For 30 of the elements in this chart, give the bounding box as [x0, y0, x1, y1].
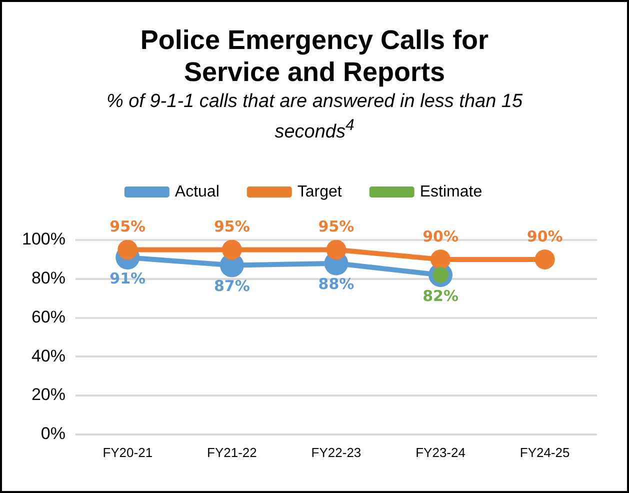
y-tick-label: 60%	[31, 308, 66, 327]
chart-subtitle: % of 9-1-1 calls that are answered in less than 15 seconds$^{4}$	[105, 90, 524, 144]
data-label: 91%	[110, 270, 146, 288]
point	[430, 250, 451, 270]
chart-title: Police Emergency Calls for Service and Reports	[139, 24, 490, 88]
y-tick-label: 100%	[22, 230, 66, 250]
legend-label: Estimate	[420, 184, 482, 201]
x-tick-label: FY20-21	[102, 445, 153, 460]
legend-label: Target	[297, 184, 342, 201]
data-label: 90%	[526, 228, 563, 246]
data-label: 82%	[422, 287, 458, 306]
point	[326, 240, 346, 260]
data-label: 95%	[214, 218, 250, 236]
data-label: 95%	[110, 218, 146, 236]
y-tick-label: 0%	[40, 424, 66, 444]
point	[118, 240, 138, 260]
x-tick-label: FY22-23	[311, 445, 362, 460]
data-label: 87%	[214, 277, 250, 296]
x-tick-label: FY23-24	[416, 445, 466, 460]
y-tick-label: 20%	[31, 386, 66, 405]
y-tick-label: 40%	[31, 346, 66, 366]
point	[534, 250, 555, 270]
x-tick-label: FY24-25	[520, 445, 570, 460]
legend-label: Actual	[174, 184, 220, 201]
point	[222, 240, 242, 260]
data-label: 90%	[422, 228, 458, 246]
y-tick-label: 80%	[31, 268, 66, 288]
x-tick-label: FY21-22	[207, 445, 257, 460]
data-label: 88%	[318, 276, 354, 294]
data-label: 95%	[318, 218, 354, 236]
